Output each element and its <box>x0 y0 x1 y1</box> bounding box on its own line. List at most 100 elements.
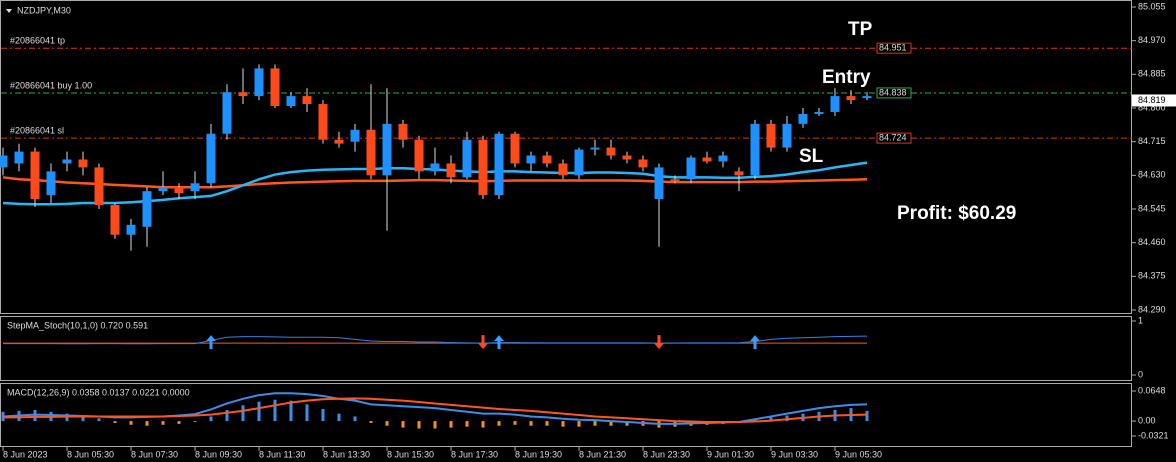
price-tag-text: 84.724 <box>879 132 907 142</box>
price-tag <box>876 87 912 99</box>
up-arrow <box>494 335 504 350</box>
candle-body <box>62 159 72 164</box>
moving-average <box>2 176 868 189</box>
y-tick-label: 0.0648 <box>1138 385 1166 395</box>
candle-body <box>430 163 440 172</box>
candle-body <box>142 191 152 227</box>
macd-bar <box>577 421 581 427</box>
x-tick-label: 8 Jun 05:30 <box>67 449 114 459</box>
candle-body <box>526 155 536 164</box>
candle-body <box>190 183 200 192</box>
x-tick-label: 8 Jun 23:30 <box>643 449 690 459</box>
macd-bar <box>481 421 485 428</box>
candle-body <box>302 96 312 105</box>
macd-title: MACD(12,26,9) 0.0358 0.0137 0.0221 0.000… <box>7 387 190 397</box>
sl-annotation: SL <box>799 146 824 167</box>
symbol: NZDJPY,M30 <box>17 5 71 15</box>
candle-body <box>846 96 856 101</box>
x-tick-label: 8 Jun 15:30 <box>387 449 434 459</box>
y-tick-label: 84.460 <box>1138 237 1166 247</box>
macd-bar <box>177 421 181 424</box>
candle-body <box>782 123 792 148</box>
candle-body <box>686 157 696 180</box>
candle-body <box>350 129 360 142</box>
macd-bar <box>241 405 245 422</box>
macd-bar <box>321 409 325 422</box>
candle-body <box>254 68 264 97</box>
y-tick-label: 84.375 <box>1138 271 1166 281</box>
macd-bar <box>465 421 469 427</box>
y-tick-label: 84.885 <box>1138 69 1166 79</box>
candle-body <box>46 171 56 196</box>
y-tick-label: 84.290 <box>1138 304 1166 314</box>
macd-bar <box>161 421 165 425</box>
macd-bar <box>225 409 229 422</box>
x-tick-label: 8 Jun 11:30 <box>259 449 305 459</box>
candle-body <box>366 129 376 176</box>
candle-body <box>830 96 840 112</box>
y-tick-label: 84.545 <box>1138 203 1166 213</box>
up-arrow <box>206 335 216 350</box>
macd-bar <box>305 404 309 422</box>
candle-body <box>478 139 488 196</box>
macd-bar <box>625 421 629 426</box>
macd-bar <box>561 421 565 427</box>
macd-bar <box>145 421 149 426</box>
stoch-line <box>3 335 868 345</box>
menu-triangle[interactable] <box>6 9 12 13</box>
macd-bar <box>353 416 357 422</box>
y-tick-label: 84.630 <box>1138 170 1166 180</box>
candle-body <box>606 147 616 156</box>
x-tick-label: 8 Jun 09:30 <box>195 449 242 459</box>
candle-body <box>510 133 520 164</box>
order-label: #20866041 tp <box>10 36 65 46</box>
candle-body <box>862 96 872 99</box>
macd-bar <box>289 400 293 422</box>
y-tick-label: -0.0321 <box>1138 430 1169 440</box>
macd-bar <box>113 421 117 423</box>
candle-body <box>638 159 648 168</box>
macd-bar <box>193 421 197 423</box>
macd-bar <box>273 399 277 422</box>
macd-bar <box>369 421 373 423</box>
candle-body <box>270 68 280 107</box>
candle-body <box>398 123 408 140</box>
candle-body <box>238 92 248 97</box>
order-label: #20866041 buy 1.00 <box>10 80 92 90</box>
candle-body <box>622 155 632 160</box>
candle-body <box>542 155 552 164</box>
x-tick-label: 8 Jun 17:30 <box>451 449 498 459</box>
x-tick-label: 9 Jun 05:30 <box>835 449 882 459</box>
y-tick-label: 84.715 <box>1138 136 1166 146</box>
candle-body <box>766 123 776 148</box>
candle-body <box>174 187 184 194</box>
entry-annotation: Entry <box>822 67 871 88</box>
x-tick-label: 9 Jun 03:30 <box>771 449 818 459</box>
candle-body <box>654 167 664 200</box>
macd-bar <box>497 421 501 426</box>
macd-bar <box>337 413 341 422</box>
y-tick-label: 85.055 <box>1138 1 1166 11</box>
price-tag-text: 84.951 <box>879 43 907 53</box>
candle-body <box>718 155 728 162</box>
candle-body <box>126 224 136 235</box>
y-tick-label: 84.970 <box>1138 35 1166 45</box>
candle-body <box>286 96 296 107</box>
price-tag <box>876 132 912 144</box>
candle-body <box>222 92 232 134</box>
candle-body <box>734 171 744 176</box>
macd-bar <box>417 421 421 429</box>
macd-bar <box>385 421 389 426</box>
macd-bar <box>401 421 405 428</box>
x-tick-label: 8 Jun 07:30 <box>131 449 178 459</box>
macd-bar <box>257 401 261 422</box>
down-arrow <box>654 335 664 350</box>
order-label: #20866041 sl <box>10 125 64 135</box>
candle-body <box>574 149 584 176</box>
down-arrow <box>478 335 488 350</box>
candle-body <box>670 179 680 182</box>
current-price: 84.819 <box>1138 95 1166 105</box>
current-price-box <box>1132 94 1176 107</box>
macd-bar <box>865 410 869 422</box>
